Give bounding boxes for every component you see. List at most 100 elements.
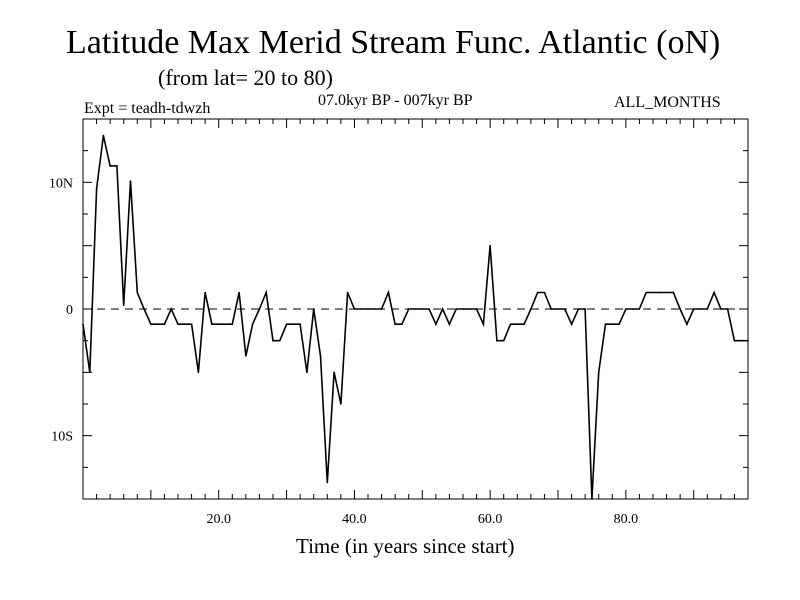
data-point (217, 323, 220, 326)
data-point (272, 339, 274, 342)
data-point (706, 308, 709, 310)
data-point (658, 291, 661, 294)
data-point (109, 165, 111, 167)
chart-subtitle: (from lat= 20 to 80) (158, 65, 333, 90)
x-axis-label: Time (in years since start) (296, 534, 515, 558)
data-points (82, 134, 749, 500)
x-tick-label: 80.0 (614, 512, 639, 527)
data-point (496, 339, 498, 342)
data-point (292, 323, 295, 326)
data-point (557, 308, 559, 310)
data-point (414, 308, 417, 310)
data-point (523, 323, 525, 326)
data-point (726, 308, 729, 310)
data-point (326, 481, 329, 484)
data-point (285, 323, 288, 326)
data-point (177, 323, 179, 326)
data-point (116, 165, 118, 167)
data-point (170, 308, 173, 310)
axis-ticks (83, 119, 748, 499)
data-point (238, 291, 240, 294)
data-point (428, 308, 430, 310)
data-point (516, 323, 519, 326)
data-point (435, 323, 437, 326)
data-point (720, 308, 722, 310)
experiment-label: Expt = teadh-tdwzh (84, 100, 211, 117)
data-point (611, 323, 614, 326)
data-point (407, 308, 410, 310)
x-tick-label: 40.0 (342, 512, 367, 527)
data-point (563, 308, 566, 310)
data-point (550, 308, 553, 310)
data-point (211, 323, 213, 326)
data-point (401, 323, 403, 326)
data-point (536, 291, 539, 294)
data-point (597, 371, 600, 374)
data-point (82, 323, 84, 326)
data-point (448, 323, 451, 326)
data-point (502, 339, 505, 342)
tick-labels: 20.0 40.0 60.0 80.0 10N 0 10S (49, 176, 638, 527)
data-point (618, 323, 620, 326)
data-point (686, 323, 688, 326)
data-point (102, 134, 105, 137)
data-point (699, 308, 702, 310)
data-point (299, 323, 301, 326)
data-point (672, 291, 675, 294)
data-point (231, 323, 234, 326)
data-point (380, 308, 383, 310)
data-point (122, 304, 125, 307)
data-point (340, 403, 342, 405)
data-point (360, 308, 363, 310)
data-point (584, 308, 586, 310)
data-point (150, 323, 152, 326)
data-point (455, 308, 458, 310)
data-point (625, 308, 627, 310)
data-point (387, 291, 390, 294)
data-point (570, 323, 573, 326)
data-point (468, 308, 471, 310)
data-point (645, 291, 648, 294)
data-point (489, 244, 491, 247)
data-point (373, 308, 376, 310)
data-point (747, 339, 749, 342)
data-point (319, 355, 322, 357)
data-point (394, 323, 396, 326)
chart-title: Latitude Max Merid Stream Func. Atlantic… (66, 24, 721, 61)
data-point (679, 308, 681, 310)
data-point (163, 323, 166, 326)
data-point (197, 371, 200, 374)
data-point (577, 308, 580, 310)
data-point (95, 187, 98, 190)
data-point (346, 291, 349, 294)
y-tick-label: 10N (49, 176, 73, 191)
data-point (258, 308, 261, 310)
data-point (441, 308, 444, 310)
data-point (143, 308, 145, 310)
data-point (713, 291, 715, 294)
x-tick-label: 20.0 (206, 512, 231, 527)
x-tick-label: 60.0 (478, 512, 503, 527)
data-point (591, 498, 593, 500)
data-point (530, 308, 532, 310)
months-label: ALL_MONTHS (614, 94, 721, 111)
data-point (733, 339, 736, 342)
data-point (306, 371, 308, 374)
data-point (129, 180, 132, 182)
y-tick-label: 0 (66, 303, 73, 318)
data-point (190, 323, 193, 326)
data-point (462, 308, 464, 310)
period-label: 07.0kyr BP - 007kyr BP (318, 92, 473, 109)
data-point (367, 308, 369, 310)
data-point (353, 308, 356, 310)
data-point (224, 323, 227, 326)
data-point (333, 371, 335, 374)
data-point (543, 291, 546, 294)
data-point (475, 308, 478, 310)
data-point (631, 308, 634, 310)
data-point (740, 339, 743, 342)
data-point (482, 323, 485, 326)
series-line (82, 135, 748, 500)
data-point (88, 371, 91, 374)
data-point (692, 308, 695, 310)
